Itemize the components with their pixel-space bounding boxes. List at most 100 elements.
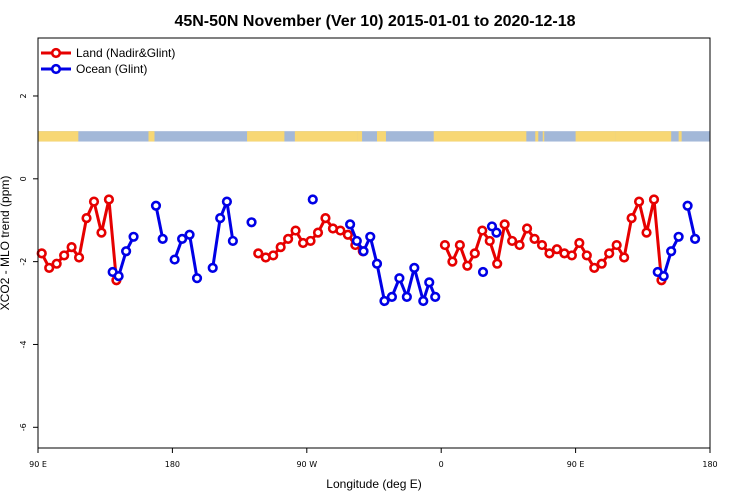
y-axis: 2 0 -2 -4 -6 <box>19 93 38 431</box>
series-ocean-point <box>682 200 693 211</box>
series-land-point <box>551 244 563 255</box>
series-ocean-point <box>430 291 441 302</box>
series-ocean-point <box>157 233 168 244</box>
series-land-point <box>36 248 47 259</box>
series-land <box>36 194 667 286</box>
series-ocean-point <box>184 229 195 240</box>
series-land-point <box>521 223 533 234</box>
series-land-point <box>641 227 652 238</box>
series-land-point <box>529 233 540 244</box>
series-land-point <box>305 235 316 247</box>
series-ocean-point <box>169 254 180 265</box>
series-land-point <box>103 194 115 205</box>
series-land-point <box>626 213 637 224</box>
series-ocean-point <box>227 235 238 247</box>
land-segment <box>615 131 672 142</box>
series-land-point <box>253 248 264 259</box>
legend-ocean-label: Ocean (Glint) <box>76 62 147 76</box>
series-ocean-point <box>401 291 412 302</box>
series-land-point <box>320 213 331 224</box>
land-segment <box>148 131 155 142</box>
x-tick-label: 90 E <box>567 460 585 469</box>
series-land-point <box>462 260 473 271</box>
series-land-point <box>566 250 577 261</box>
series-ocean-point <box>673 231 684 242</box>
series-land-point <box>514 239 525 251</box>
series-land-point <box>59 250 70 261</box>
series-land-point <box>574 237 585 249</box>
land-segment <box>357 131 363 142</box>
series-ocean-line <box>686 205 697 240</box>
y-tick-label: -6 <box>19 423 28 431</box>
y-axis-label: XCO2 - MLO trend (ppm) <box>0 176 12 311</box>
series-ocean-point <box>351 235 362 247</box>
legend-ocean-marker <box>50 63 62 75</box>
series-land-point <box>268 250 279 261</box>
series-ocean-point <box>379 295 390 307</box>
series-ocean-line <box>154 205 165 240</box>
legend: Land (Nadir&Glint) Ocean (Glint) <box>41 46 175 76</box>
series-layer <box>36 194 701 307</box>
series-land-point <box>73 252 85 263</box>
series-ocean-point <box>666 246 677 257</box>
series-ocean <box>107 194 701 307</box>
series-land-point <box>439 239 451 251</box>
land-segment <box>575 131 616 142</box>
series-land-point <box>275 242 286 253</box>
series-ocean-point <box>307 194 318 205</box>
series-land-point <box>88 196 100 207</box>
x-axis-label: Longitude (deg E) <box>326 477 421 491</box>
x-tick-label: 0 <box>439 460 444 469</box>
series-land-point <box>469 248 480 259</box>
series-ocean-point <box>191 273 203 284</box>
y-tick-label: 0 <box>19 176 28 181</box>
series-land-point <box>66 242 77 253</box>
series-land-point <box>51 258 62 269</box>
series-ocean-point <box>394 273 405 284</box>
series-land-point <box>335 225 346 236</box>
series-land-point <box>633 196 645 207</box>
series-ocean-point <box>477 266 489 278</box>
land-segment <box>678 131 682 142</box>
series-ocean-point <box>491 227 502 238</box>
series-ocean-point <box>177 233 188 244</box>
series-land-point <box>312 227 324 238</box>
series-ocean-point <box>689 233 701 244</box>
series-land-point <box>342 229 353 240</box>
series-land-point <box>484 235 495 247</box>
series-land-point <box>447 256 458 267</box>
series-ocean-point <box>418 295 429 307</box>
series-land-point <box>604 248 615 259</box>
series-ocean-point <box>658 271 669 282</box>
land-segment <box>535 131 539 142</box>
series-land-point <box>507 235 518 247</box>
series-land-point <box>477 225 488 236</box>
series-ocean-point <box>424 277 435 288</box>
series-ocean-point <box>246 217 257 228</box>
plot-frame <box>37 37 711 449</box>
land-segment <box>433 131 527 142</box>
y-tick-label: -2 <box>19 258 28 266</box>
land-segment <box>376 131 386 142</box>
land-segment <box>38 131 79 142</box>
y-tick-label: 2 <box>19 93 28 98</box>
series-ocean-line <box>348 223 437 303</box>
series-ocean-point <box>386 291 398 302</box>
chart-title: 45N-50N November (Ver 10) 2015-01-01 to … <box>174 13 575 30</box>
x-tick-label: 180 <box>165 460 180 469</box>
ocean-band <box>38 131 710 142</box>
x-tick-label: 90 E <box>29 460 47 469</box>
x-tick-label: 180 <box>702 460 717 469</box>
series-land-point <box>589 262 600 273</box>
series-ocean-point <box>371 258 383 269</box>
y-tick-label: -4 <box>19 340 28 348</box>
series-land-line <box>443 198 663 281</box>
series-land-point <box>290 225 301 236</box>
legend-land-label: Land (Nadir&Glint) <box>76 46 175 60</box>
series-land-point <box>499 219 510 230</box>
series-ocean-point <box>215 213 226 224</box>
series-land-point <box>596 258 607 269</box>
series-ocean-point <box>128 231 139 242</box>
x-axis: 90 E 180 90 W 0 90 E 180 <box>29 448 718 469</box>
